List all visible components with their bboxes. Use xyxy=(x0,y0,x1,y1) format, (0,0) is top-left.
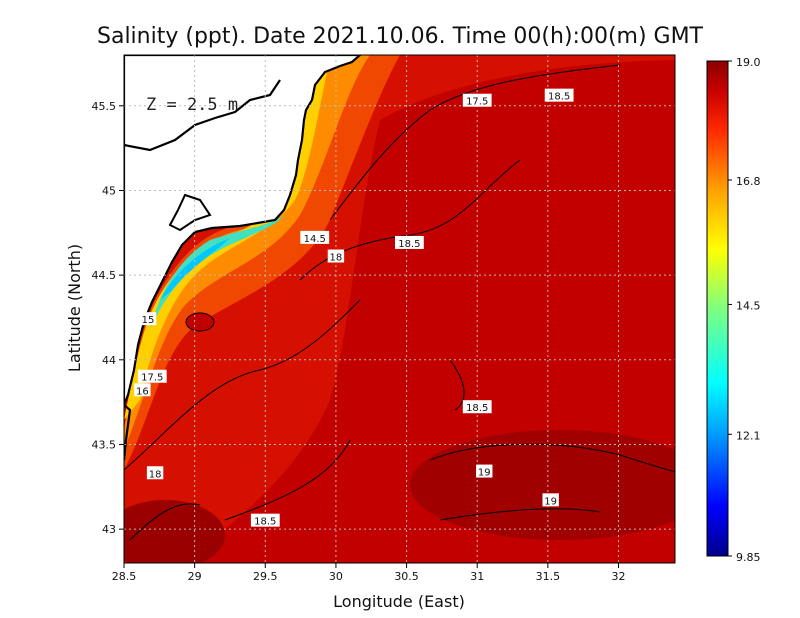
x-tick-label: 31.5 xyxy=(536,570,561,583)
contour-label-text: 19 xyxy=(544,496,557,507)
plot-frame xyxy=(123,54,676,564)
contour-label: 18.5 xyxy=(250,513,280,528)
coastline-lake xyxy=(124,79,281,152)
contour-label-text: 14.5 xyxy=(304,234,326,245)
deep-core-southwest xyxy=(124,500,225,563)
y-tick-label: 43 xyxy=(102,523,116,536)
contour-label-text: 17.5 xyxy=(466,97,488,108)
x-tick-label: 29.5 xyxy=(253,570,278,583)
colorbar-tick-label: 19.0 xyxy=(736,56,761,69)
chart-title: Salinity (ppt). Date 2021.10.06. Time 00… xyxy=(97,24,704,49)
colorbar xyxy=(706,60,729,557)
x-tick-label: 29 xyxy=(188,570,202,583)
contour-label-box xyxy=(300,230,330,244)
land-mass xyxy=(124,55,362,406)
colorbar-tick-label: 16.8 xyxy=(736,175,761,188)
x-tick-label: 30.5 xyxy=(394,570,419,583)
y-tick-label: 45.5 xyxy=(92,100,117,113)
y-tick-label: 45 xyxy=(102,184,116,197)
contour-label: 19 xyxy=(542,493,559,507)
contour-label-box xyxy=(544,88,574,102)
contour-labels: 17.5 18.5 14.5 18.5 18 15 17.5 16 18.5 19 19 18 18.5 xyxy=(134,88,574,528)
depth-label: Z = 2.5 m xyxy=(146,95,238,115)
y-axis-ticks: 43 43.5 44 44.5 45 45.5 xyxy=(92,100,124,536)
colorbar-tick-label: 12.1 xyxy=(736,429,761,442)
contour-label: 16 xyxy=(134,383,151,397)
contour-label: 18.5 xyxy=(544,88,574,103)
contour-label-box xyxy=(476,464,493,478)
contour-label-text: 18.5 xyxy=(466,403,488,414)
contour-label: 18 xyxy=(327,249,345,264)
contour-label-box xyxy=(462,93,492,107)
contour-label-text: 19 xyxy=(478,468,491,479)
colorbar-tick-label: 9.85 xyxy=(736,551,761,564)
deep-core-south xyxy=(410,430,675,540)
gridlines xyxy=(124,55,675,563)
contour-label-box xyxy=(542,493,559,507)
contour-label-box xyxy=(394,235,424,249)
contour-label-box xyxy=(139,312,157,326)
contour-label-text: 18.5 xyxy=(254,517,276,528)
coastal-zone-outer xyxy=(124,55,400,470)
contour-label-box xyxy=(146,466,164,480)
contour-label-text: 18.5 xyxy=(548,92,570,103)
x-tick-label: 30 xyxy=(329,570,343,583)
contour-label-text: 15 xyxy=(142,315,155,326)
colorbar-ticks: 19.0 16.8 14.5 12.1 9.85 xyxy=(728,56,761,564)
contour-label-text: 16 xyxy=(136,386,149,397)
contour-label-box xyxy=(462,400,492,414)
coastal-zone-fresh xyxy=(150,215,285,330)
contour-label-box xyxy=(327,249,345,263)
contour-label: 17.5 xyxy=(137,369,167,384)
x-tick-label: 31 xyxy=(470,570,484,583)
contour-label: 15 xyxy=(139,312,157,326)
x-tick-label: 32 xyxy=(611,570,625,583)
contour-label-box xyxy=(137,369,167,383)
contour-label: 18.5 xyxy=(462,400,492,414)
contour-label: 18 xyxy=(146,466,164,480)
eddy-feature xyxy=(185,312,215,332)
contour-label-box xyxy=(134,383,151,397)
salinity-field xyxy=(124,55,675,563)
contour-label: 18.5 xyxy=(394,235,424,250)
contour-label: 17.5 xyxy=(462,93,492,108)
colorbar-tick-label: 14.5 xyxy=(736,299,761,312)
y-axis-label: Latitude (North) xyxy=(65,244,84,372)
contour-label-box xyxy=(250,513,280,527)
coastline-south xyxy=(124,404,132,461)
y-tick-label: 44 xyxy=(102,354,116,367)
lagoon-outline xyxy=(168,193,212,232)
contour-label-text: 18.5 xyxy=(398,239,420,250)
x-axis-ticks: 28.5 29 29.5 30 30.5 31 31.5 32 xyxy=(112,563,625,583)
contour-label-text: 17.5 xyxy=(141,373,163,384)
y-tick-label: 43.5 xyxy=(92,438,117,451)
contour-label-text: 18 xyxy=(149,469,162,480)
contour-label: 19 xyxy=(476,464,493,479)
coastal-zone-freshest xyxy=(160,238,230,300)
x-axis-label: Longitude (East) xyxy=(333,592,465,611)
y-tick-label: 44.5 xyxy=(92,269,117,282)
x-tick-label: 28.5 xyxy=(112,570,137,583)
contour-label-text: 18 xyxy=(330,253,343,264)
contour-label: 14.5 xyxy=(300,230,330,245)
